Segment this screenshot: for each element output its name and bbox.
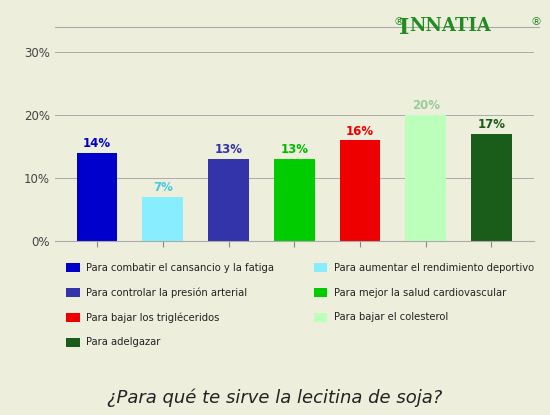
Text: 13%: 13% bbox=[280, 144, 308, 156]
Text: Para bajar el colesterol: Para bajar el colesterol bbox=[334, 312, 448, 322]
Text: ¿Para qué te sirve la lecitina de soja?: ¿Para qué te sirve la lecitina de soja? bbox=[107, 388, 443, 407]
Text: 20%: 20% bbox=[411, 100, 439, 112]
Text: 16%: 16% bbox=[346, 124, 374, 138]
Text: 13%: 13% bbox=[214, 144, 243, 156]
Text: 14%: 14% bbox=[83, 137, 111, 150]
Text: Para bajar los trigléceridos: Para bajar los trigléceridos bbox=[86, 312, 219, 323]
Text: ®: ® bbox=[393, 17, 404, 27]
Text: Para combatir el cansancio y la fatiga: Para combatir el cansancio y la fatiga bbox=[86, 263, 274, 273]
Text: Para aumentar el rendimiento deportivo: Para aumentar el rendimiento deportivo bbox=[334, 263, 534, 273]
Text: Para controlar la presión arterial: Para controlar la presión arterial bbox=[86, 287, 248, 298]
Text: 17%: 17% bbox=[477, 118, 505, 131]
Text: 7%: 7% bbox=[153, 181, 173, 194]
Bar bbox=[339, 140, 381, 241]
Bar bbox=[77, 153, 118, 241]
Text: NNATIA: NNATIA bbox=[410, 17, 492, 34]
Bar bbox=[405, 115, 446, 241]
Text: Para mejor la salud cardiovascular: Para mejor la salud cardiovascular bbox=[334, 288, 506, 298]
Bar bbox=[471, 134, 512, 241]
Text: I: I bbox=[399, 17, 409, 39]
Bar bbox=[142, 197, 183, 241]
Bar bbox=[208, 159, 249, 241]
Bar bbox=[274, 159, 315, 241]
Text: Para adelgazar: Para adelgazar bbox=[86, 337, 161, 347]
Text: ®: ® bbox=[531, 17, 542, 27]
